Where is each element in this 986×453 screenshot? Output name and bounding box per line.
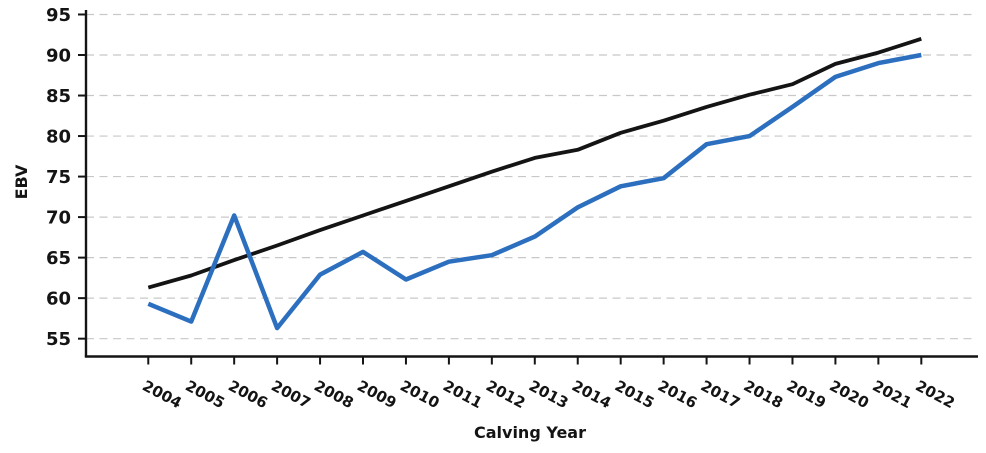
- x-tick-label-2008: 2008: [311, 377, 356, 412]
- x-tick-label-2021: 2021: [869, 377, 914, 412]
- x-tick-label-2020: 2020: [827, 377, 872, 412]
- x-tick-label-2022: 2022: [912, 377, 957, 412]
- x-tick-label-2004: 2004: [139, 377, 184, 412]
- y-tick-label-90: 90: [46, 46, 71, 67]
- x-tick-label-2011: 2011: [440, 377, 485, 412]
- series-layer: [147, 36, 922, 331]
- x-tick-label-2016: 2016: [655, 377, 700, 412]
- y-tick-label-95: 95: [46, 5, 71, 26]
- x-tick-label-2015: 2015: [612, 377, 657, 412]
- y-tick-label-80: 80: [46, 127, 71, 148]
- x-tick-label-2012: 2012: [483, 377, 528, 412]
- x-tick-label-2006: 2006: [225, 377, 270, 412]
- x-tick-label-2019: 2019: [784, 377, 829, 412]
- y-tick-label-75: 75: [46, 167, 71, 188]
- axes-layer: [78, 10, 978, 365]
- x-tick-label-2018: 2018: [741, 377, 786, 412]
- y-tick-label-55: 55: [46, 329, 71, 350]
- x-axis-title: Calving Year: [474, 423, 586, 442]
- x-tick-label-2017: 2017: [698, 377, 743, 412]
- x-tick-label-2013: 2013: [526, 377, 571, 412]
- x-tick-label-2005: 2005: [182, 377, 227, 412]
- series-blue-trend-line: [147, 52, 922, 331]
- y-tick-label-70: 70: [46, 208, 71, 229]
- y-axis-title: EBV: [12, 164, 31, 199]
- x-tick-label-2014: 2014: [569, 377, 614, 412]
- series-black-trend-line: [147, 36, 922, 290]
- x-tick-label-2009: 2009: [354, 377, 399, 412]
- x-tick-label-2010: 2010: [397, 377, 442, 412]
- y-tick-label-60: 60: [46, 289, 71, 310]
- x-tick-label-2007: 2007: [268, 377, 313, 412]
- y-tick-label-65: 65: [46, 248, 71, 269]
- y-tick-label-85: 85: [46, 86, 71, 107]
- tick-labels-layer: 5560657075808590952004200520062007200820…: [46, 5, 958, 412]
